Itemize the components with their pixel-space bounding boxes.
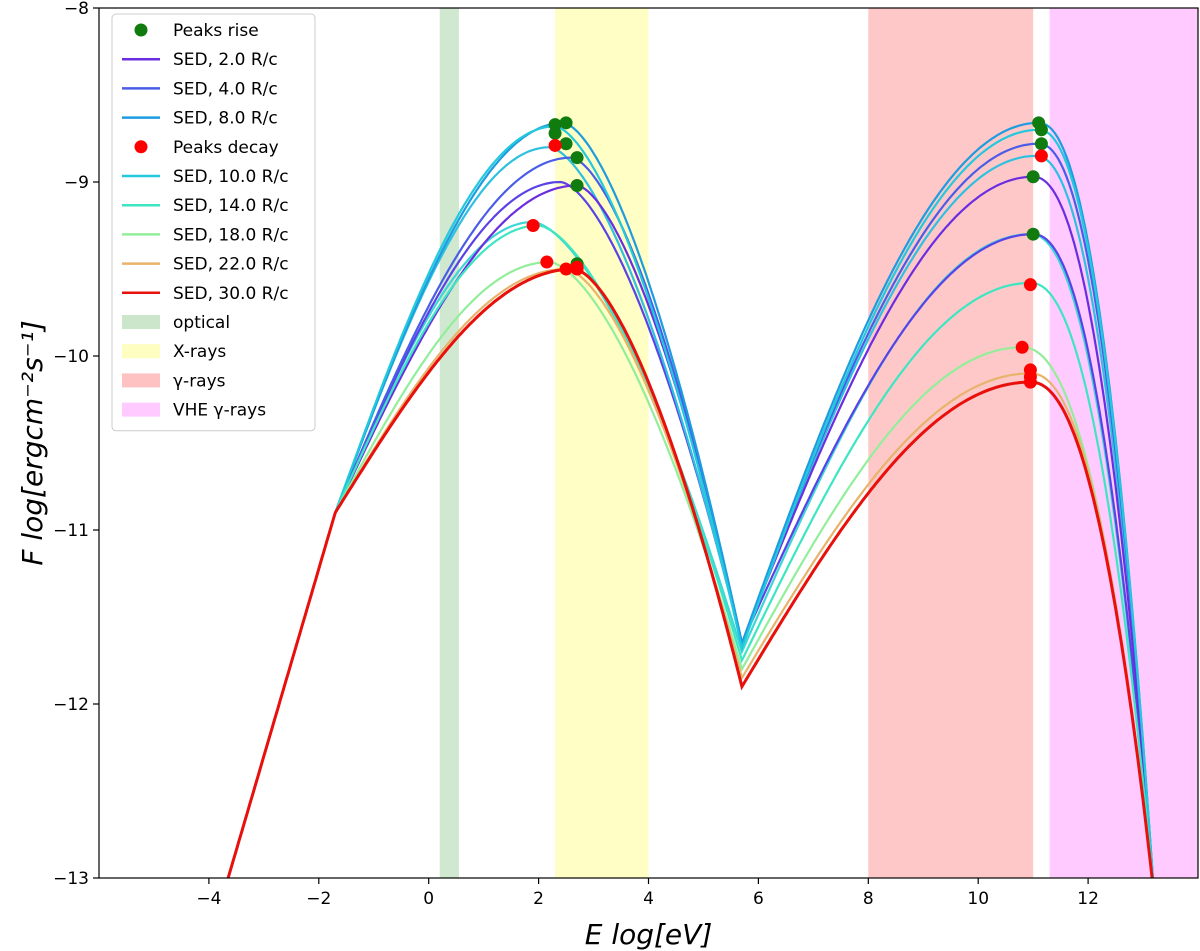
peak-rise-marker [570, 151, 584, 165]
peak-rise-marker [559, 137, 573, 151]
legend-marker-peaks-rise [134, 23, 148, 37]
legend-label-sed-30-0-r-c: SED, 30.0 R/c [173, 284, 289, 304]
x-tick-label: −2 [306, 889, 331, 909]
peak-decay-marker [1034, 149, 1048, 163]
band-x-rays [555, 8, 649, 878]
peak-rise-marker [559, 116, 573, 130]
legend-patch-optical [122, 315, 160, 329]
legend-box [111, 13, 316, 432]
x-tick-label: 8 [863, 889, 874, 909]
peak-rise-marker [570, 178, 584, 192]
band-optical [439, 8, 459, 878]
legend-patch-x-rays [122, 344, 160, 359]
x-axis-label: E log[eV] [585, 918, 713, 951]
legend-label-sed-10-0-r-c: SED, 10.0 R/c [173, 167, 289, 187]
sed-curve-sed-30-0-r-c [226, 267, 1154, 878]
legend-label-peaks-decay: Peaks decay [173, 138, 279, 158]
legend-patch-vhe-rays [122, 402, 160, 417]
legend: Peaks rise SED, 2.0 R/c SED, 4.0 R/c SED, 8… [111, 13, 316, 432]
peak-rise-marker [548, 126, 562, 140]
y-tick-label: −10 [53, 347, 89, 367]
y-axis-ticks: −13 −12 −11 −10 −9 −8 [53, 0, 99, 889]
peak-decay-marker [570, 262, 584, 276]
y-tick-label: −12 [53, 695, 89, 715]
y-axis-label: F log[ergcm⁻²s⁻¹] [16, 320, 49, 565]
peak-decay-marker [1023, 375, 1037, 389]
sed-curve-sed-4-0-r-c [226, 142, 1154, 878]
x-tick-label: 2 [533, 889, 544, 909]
legend-label-sed-22-0-r-c: SED, 22.0 R/c [173, 255, 289, 275]
x-tick-label: 6 [753, 889, 764, 909]
legend-label-x-rays: X-rays [173, 342, 226, 362]
legend-label--rays: γ-rays [173, 371, 226, 391]
peak-decay-marker [540, 255, 554, 269]
x-tick-label: 10 [967, 889, 989, 909]
peak-decay-marker [548, 138, 562, 152]
peak-rise-marker [1026, 170, 1040, 184]
sed-curves [226, 121, 1154, 878]
legend-label-sed-18-0-r-c: SED, 18.0 R/c [173, 225, 289, 245]
sed-curve-sed-10-0-r-c [226, 125, 1154, 878]
peak-rise-marker [1034, 123, 1048, 137]
legend-marker-peaks-decay [134, 140, 148, 154]
legend-label-sed-4-0-r-c: SED, 4.0 R/c [173, 79, 278, 99]
x-tick-label: −4 [196, 889, 221, 909]
legend-label-optical: optical [173, 313, 230, 333]
x-axis-ticks: −4 −2 0 2 4 6 8 10 12 [196, 878, 1099, 909]
y-tick-label: −9 [64, 173, 89, 193]
x-tick-label: 4 [643, 889, 654, 909]
x-tick-label: 0 [423, 889, 434, 909]
peak-decay-marker [559, 262, 573, 276]
y-tick-label: −8 [64, 0, 89, 19]
band-vhe-rays [1049, 8, 1198, 878]
y-tick-label: −11 [53, 521, 89, 541]
legend-label-sed-14-0-r-c: SED, 14.0 R/c [173, 196, 289, 216]
peak-decay-marker [1023, 278, 1037, 292]
peak-rise-marker [1026, 227, 1040, 241]
energy-bands [439, 8, 1198, 878]
legend-patch--rays [122, 373, 160, 388]
peak-decay-marker [1015, 340, 1029, 354]
legend-label-sed-2-0-r-c: SED, 2.0 R/c [173, 50, 278, 70]
sed-curve-sed-8-0-r-c [226, 121, 1154, 878]
legend-label-sed-8-0-r-c: SED, 8.0 R/c [173, 109, 278, 129]
peak-markers [526, 116, 1048, 389]
sed-curve-sed-18-0-r-c [226, 260, 1154, 878]
legend-label-peaks-rise: Peaks rise [173, 21, 259, 41]
legend-label-vhe-rays: VHE γ-rays [173, 401, 266, 421]
band--rays [868, 8, 1034, 878]
y-tick-label: −13 [53, 869, 89, 889]
peak-rise-marker [1034, 137, 1048, 151]
x-tick-label: 12 [1077, 889, 1099, 909]
peak-decay-marker [526, 219, 540, 232]
